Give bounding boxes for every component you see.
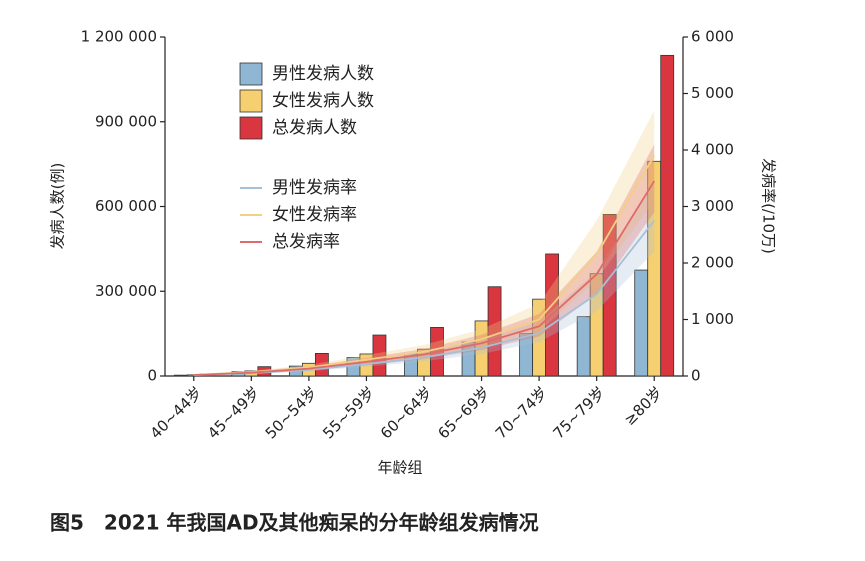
- rate-line: [193, 180, 655, 376]
- y-tick-label: 0: [147, 367, 157, 385]
- y2-tick-label: 2 000: [691, 254, 734, 272]
- y2-tick-label: 1 000: [691, 310, 734, 328]
- y-tick-label: 300 000: [95, 282, 157, 300]
- legend-label: 女性发病人数: [272, 91, 374, 111]
- bar: [576, 316, 591, 377]
- y2-tick-label: 5 000: [691, 84, 734, 102]
- bar: [660, 54, 675, 377]
- x-tick-label: 75~79岁: [549, 383, 608, 442]
- caption: 图5 2021 年我国AD及其他痴呆的分年龄组发病情况: [50, 511, 539, 535]
- confidence-band: [193, 144, 655, 376]
- y2-tick-label: 4 000: [691, 141, 734, 159]
- x-axis-title: 年龄组: [377, 459, 422, 477]
- x-tick-label: 50~54岁: [262, 383, 321, 442]
- y-tick-label: 900 000: [95, 112, 157, 130]
- legend-label: 男性发病人数: [272, 64, 374, 84]
- x-tick-label: 45~49岁: [204, 383, 263, 442]
- bar: [173, 374, 188, 377]
- y2-tick-label: 6 000: [691, 28, 734, 46]
- x-tick-label: 65~69岁: [434, 383, 493, 442]
- y-tick-label: 1 200 000: [81, 28, 157, 46]
- bar: [487, 286, 502, 377]
- x-tick-label: 55~59岁: [319, 383, 378, 442]
- bar: [602, 214, 617, 377]
- legend-label: 总发病率: [272, 232, 340, 252]
- legend-swatch: [239, 89, 263, 113]
- y2-tick-label: 0: [691, 367, 701, 385]
- y2-axis-title: 发病率(/10万): [760, 158, 778, 254]
- x-tick-label: 70~74岁: [492, 383, 551, 442]
- legend-label: 总发病人数: [272, 118, 357, 138]
- x-tick-label: ≥80岁: [621, 383, 667, 429]
- y-tick-label: 600 000: [95, 197, 157, 215]
- y2-tick-label: 3 000: [691, 197, 734, 215]
- legend-label: 女性发病率: [272, 205, 357, 225]
- y-axis-title: 发病人数(例): [49, 163, 67, 250]
- confidence-band: [193, 110, 655, 376]
- legend-swatch: [239, 62, 263, 86]
- x-tick-label: 60~64岁: [377, 383, 436, 442]
- bar: [372, 334, 387, 377]
- x-tick-label: 40~44岁: [147, 383, 206, 442]
- legend-swatch: [239, 116, 263, 140]
- bar: [634, 269, 649, 377]
- legend-label: 男性发病率: [272, 178, 357, 198]
